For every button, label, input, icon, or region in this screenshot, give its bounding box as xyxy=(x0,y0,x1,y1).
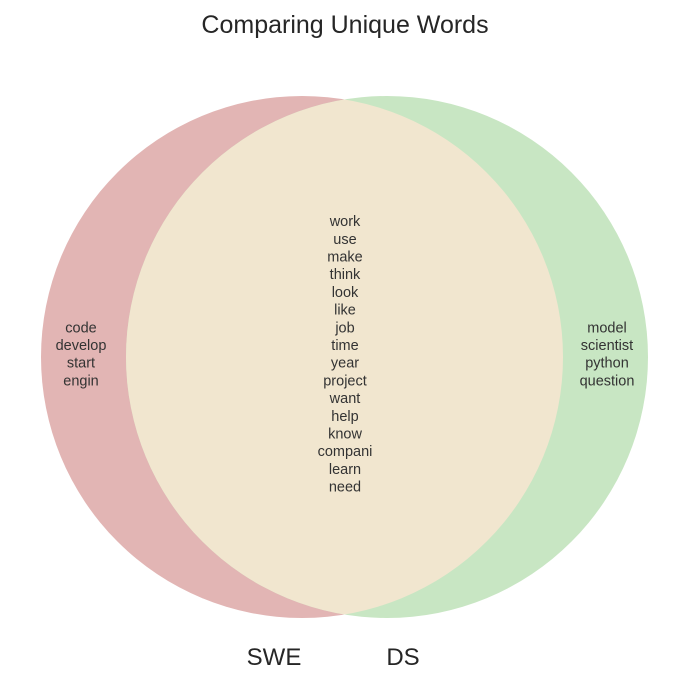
intersection-word-job: job xyxy=(334,320,354,336)
intersection-word-time: time xyxy=(331,338,358,354)
chart-title: Comparing Unique Words xyxy=(201,11,488,39)
intersection-word-know: know xyxy=(328,426,362,442)
intersection-word-use: use xyxy=(333,232,356,248)
intersection-word-project: project xyxy=(323,373,367,389)
ds-only-word-question: question xyxy=(580,373,635,389)
intersection-word-compani: compani xyxy=(318,444,373,460)
intersection-word-like: like xyxy=(334,303,356,319)
swe-only-word-start: start xyxy=(67,356,95,372)
intersection-word-think: think xyxy=(330,267,361,283)
swe-only-word-develop: develop xyxy=(56,338,107,354)
intersection-word-need: need xyxy=(329,480,361,496)
swe-only-word-engin: engin xyxy=(63,373,98,389)
intersection-word-work: work xyxy=(329,214,361,230)
intersection-word-help: help xyxy=(331,409,358,425)
intersection-word-learn: learn xyxy=(329,462,361,478)
set-label-swe: SWE xyxy=(247,644,302,671)
intersection-word-look: look xyxy=(332,285,359,301)
intersection-word-want: want xyxy=(329,391,361,407)
intersection-word-make: make xyxy=(327,249,362,265)
set-label-ds: DS xyxy=(386,644,419,671)
ds-only-word-scientist: scientist xyxy=(581,338,633,354)
swe-only-word-code: code xyxy=(65,320,96,336)
intersection-word-year: year xyxy=(331,356,359,372)
intersection-region xyxy=(126,96,563,618)
ds-only-word-python: python xyxy=(585,356,629,372)
ds-only-word-model: model xyxy=(587,320,627,336)
